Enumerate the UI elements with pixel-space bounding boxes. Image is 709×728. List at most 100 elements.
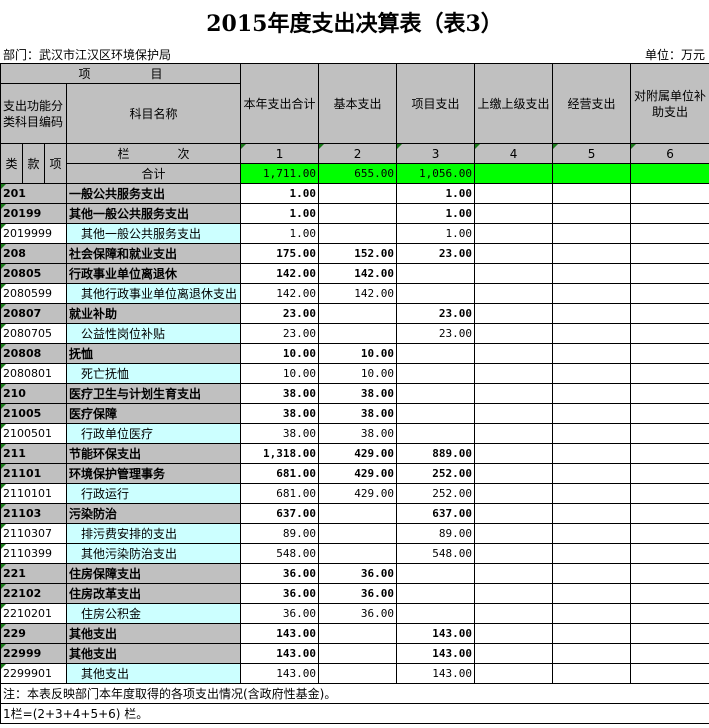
row-code[interactable]: 2110307 [0, 523, 67, 544]
row-value-empty[interactable] [630, 663, 709, 684]
row-value-empty[interactable] [630, 443, 709, 464]
row-value[interactable]: 1,318.00 [240, 443, 320, 464]
row-value-empty[interactable] [630, 203, 709, 224]
row-value[interactable]: 637.00 [396, 503, 476, 524]
row-value[interactable]: 548.00 [240, 543, 320, 564]
row-value-empty[interactable] [474, 223, 554, 244]
row-code[interactable]: 22102 [0, 583, 67, 604]
row-value-empty[interactable] [474, 543, 554, 564]
row-value[interactable]: 1.00 [396, 223, 476, 244]
row-value-empty[interactable] [552, 423, 632, 444]
row-value-empty[interactable] [474, 463, 554, 484]
row-value[interactable]: 36.00 [240, 583, 320, 604]
row-name[interactable]: 公益性岗位补贴 [65, 323, 242, 344]
row-value[interactable] [396, 603, 476, 624]
row-code[interactable]: 2210201 [0, 603, 67, 624]
row-value[interactable]: 1.00 [396, 183, 476, 204]
row-value-empty[interactable] [630, 283, 709, 304]
row-name[interactable]: 排污费安排的支出 [65, 523, 242, 544]
row-value[interactable] [396, 263, 476, 284]
row-value-empty[interactable] [552, 263, 632, 284]
row-value[interactable]: 23.00 [240, 323, 320, 344]
row-value-empty[interactable] [552, 243, 632, 264]
row-value[interactable]: 10.00 [318, 343, 398, 364]
row-value[interactable] [318, 643, 398, 664]
row-value-empty[interactable] [474, 323, 554, 344]
row-value[interactable] [318, 523, 398, 544]
row-code[interactable]: 20808 [0, 343, 67, 364]
row-value-empty[interactable] [474, 643, 554, 664]
row-code[interactable]: 210 [0, 383, 67, 404]
row-value[interactable] [318, 543, 398, 564]
row-value[interactable] [396, 383, 476, 404]
row-code[interactable]: 2080705 [0, 323, 67, 344]
row-value-empty[interactable] [552, 563, 632, 584]
row-name[interactable]: 行政运行 [65, 483, 242, 504]
row-value-empty[interactable] [552, 503, 632, 524]
row-value[interactable]: 681.00 [240, 483, 320, 504]
row-value[interactable]: 38.00 [240, 383, 320, 404]
row-value[interactable] [318, 623, 398, 644]
row-value[interactable] [318, 663, 398, 684]
row-value[interactable]: 429.00 [318, 463, 398, 484]
row-name[interactable]: 其他支出 [65, 663, 242, 684]
row-value[interactable]: 38.00 [240, 403, 320, 424]
row-name[interactable]: 社会保障和就业支出 [65, 243, 242, 264]
row-value-empty[interactable] [552, 343, 632, 364]
row-code[interactable]: 2299901 [0, 663, 67, 684]
row-name[interactable]: 一般公共服务支出 [65, 183, 242, 204]
row-value-empty[interactable] [552, 203, 632, 224]
row-value-empty[interactable] [552, 183, 632, 204]
row-value[interactable]: 143.00 [396, 643, 476, 664]
row-value[interactable]: 152.00 [318, 243, 398, 264]
row-name[interactable]: 死亡抚恤 [65, 363, 242, 384]
row-name[interactable]: 节能环保支出 [65, 443, 242, 464]
row-value-empty[interactable] [474, 443, 554, 464]
row-value-empty[interactable] [630, 343, 709, 364]
row-value[interactable]: 23.00 [240, 303, 320, 324]
row-value[interactable] [318, 203, 398, 224]
row-name[interactable]: 就业补助 [65, 303, 242, 324]
row-value-empty[interactable] [474, 523, 554, 544]
row-value-empty[interactable] [474, 283, 554, 304]
row-name[interactable]: 其他污染防治支出 [65, 543, 242, 564]
row-code[interactable]: 20199 [0, 203, 67, 224]
row-value[interactable]: 252.00 [396, 463, 476, 484]
row-name[interactable]: 住房改革支出 [65, 583, 242, 604]
row-value-empty[interactable] [474, 363, 554, 384]
row-code[interactable]: 2080599 [0, 283, 67, 304]
row-name[interactable]: 污染防治 [65, 503, 242, 524]
row-value-empty[interactable] [552, 523, 632, 544]
row-value[interactable]: 175.00 [240, 243, 320, 264]
row-value[interactable]: 143.00 [240, 663, 320, 684]
row-value[interactable]: 38.00 [318, 423, 398, 444]
row-code[interactable]: 211 [0, 443, 67, 464]
row-name[interactable]: 医疗保障 [65, 403, 242, 424]
row-value-empty[interactable] [474, 623, 554, 644]
row-value-empty[interactable] [630, 303, 709, 324]
row-value-empty[interactable] [474, 263, 554, 284]
row-value-empty[interactable] [552, 383, 632, 404]
row-value[interactable] [396, 583, 476, 604]
row-value-empty[interactable] [474, 503, 554, 524]
row-value[interactable]: 1.00 [240, 183, 320, 204]
row-value-empty[interactable] [630, 363, 709, 384]
row-value[interactable] [318, 223, 398, 244]
row-value-empty[interactable] [474, 603, 554, 624]
row-value-empty[interactable] [474, 663, 554, 684]
row-value-empty[interactable] [552, 583, 632, 604]
row-value[interactable]: 637.00 [240, 503, 320, 524]
row-value[interactable]: 143.00 [240, 623, 320, 644]
row-value-empty[interactable] [552, 603, 632, 624]
row-value-empty[interactable] [552, 623, 632, 644]
row-value[interactable]: 36.00 [240, 603, 320, 624]
row-value-empty[interactable] [630, 483, 709, 504]
row-value[interactable]: 38.00 [318, 383, 398, 404]
row-value-empty[interactable] [474, 563, 554, 584]
row-code[interactable]: 208 [0, 243, 67, 264]
row-value-empty[interactable] [474, 383, 554, 404]
row-code[interactable]: 2019999 [0, 223, 67, 244]
row-value-empty[interactable] [630, 643, 709, 664]
row-value[interactable]: 36.00 [240, 563, 320, 584]
row-value-empty[interactable] [630, 623, 709, 644]
